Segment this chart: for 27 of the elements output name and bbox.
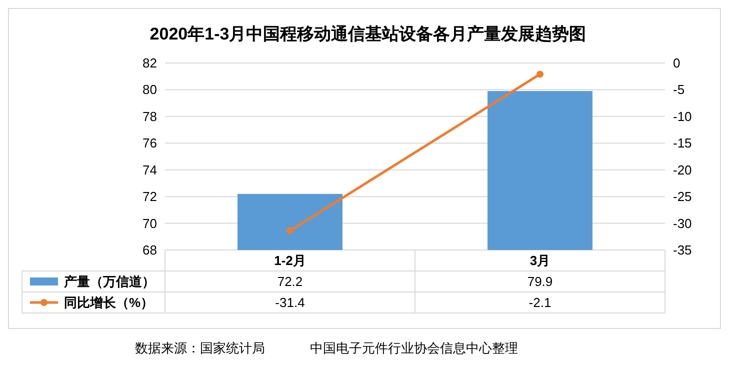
data-label: 79.9	[527, 274, 553, 289]
y2-tick-label: -5	[673, 82, 685, 98]
y2-tick-label: -20	[673, 162, 692, 178]
y-tick-label: 76	[142, 136, 157, 151]
source-note: 数据来源：国家统计局	[135, 340, 265, 356]
x-tick-label: 1-2月	[274, 253, 306, 268]
legend-label: 同比增长（%）	[64, 295, 154, 310]
y2-tick-label: -30	[673, 216, 692, 231]
y-tick-label: 74	[142, 162, 157, 178]
data-label: -2.1	[528, 295, 552, 310]
data-label: 72.2	[277, 274, 303, 289]
y-tick-label: 80	[142, 82, 157, 98]
y-tick-label: 70	[142, 216, 157, 231]
y-tick-label: 82	[142, 56, 157, 70]
x-tick-label: 3月	[530, 253, 550, 268]
y-tick-label: 78	[142, 108, 157, 124]
y2-tick-label: -10	[673, 108, 692, 124]
y-tick-label: 68	[142, 242, 157, 258]
chart-title: 2020年1-3月中国程移动通信基站设备各月产量发展趋势图	[150, 24, 586, 44]
y-tick-label: 72	[142, 189, 157, 204]
text: 中国电子元件行业协会信息中心整理	[310, 340, 518, 356]
y2-tick-label: -35	[673, 242, 692, 258]
y2-tick-label: 0	[673, 56, 680, 70]
y2-tick-label: -15	[673, 136, 692, 151]
y2-tick-label: -25	[673, 189, 692, 204]
legend-label: 产量（万信道）	[63, 274, 155, 289]
data-label: -31.4	[275, 295, 305, 310]
